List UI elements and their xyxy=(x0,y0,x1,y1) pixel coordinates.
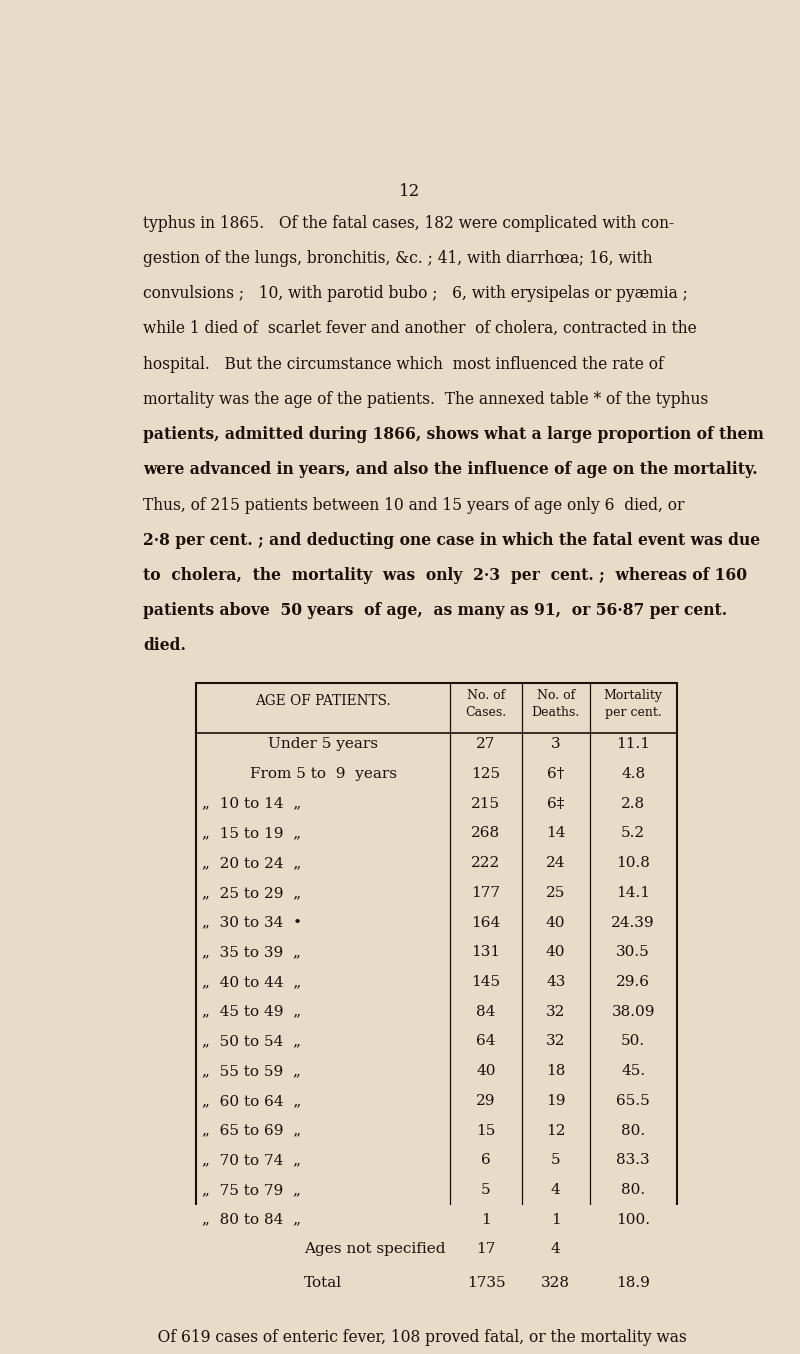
Text: 18: 18 xyxy=(546,1064,566,1078)
Text: 1: 1 xyxy=(481,1213,491,1227)
Text: 125: 125 xyxy=(471,768,501,781)
Text: 328: 328 xyxy=(542,1277,570,1290)
Text: Thus, of 215 patients between 10 and 15 years of age only 6  died, or: Thus, of 215 patients between 10 and 15 … xyxy=(143,497,685,513)
Text: 14.1: 14.1 xyxy=(616,886,650,900)
Text: 2.8: 2.8 xyxy=(621,796,646,811)
Text: „  15 to 19  „: „ 15 to 19 „ xyxy=(202,826,302,841)
Text: 5: 5 xyxy=(551,1154,561,1167)
Text: 15: 15 xyxy=(476,1124,496,1137)
Text: 6: 6 xyxy=(481,1154,491,1167)
Text: „  25 to 29  „: „ 25 to 29 „ xyxy=(202,886,302,900)
Text: 24: 24 xyxy=(546,856,566,871)
Text: 222: 222 xyxy=(471,856,501,871)
Text: 65.5: 65.5 xyxy=(616,1094,650,1108)
Text: to  cholera,  the  mortality  was  only  2·3  per  cent. ;  whereas of 160: to cholera, the mortality was only 2·3 p… xyxy=(143,567,747,584)
Text: „  35 to 39  „: „ 35 to 39 „ xyxy=(202,945,301,960)
Text: „  45 to 49  „: „ 45 to 49 „ xyxy=(202,1005,302,1018)
Text: „  30 to 34  •: „ 30 to 34 • xyxy=(202,915,302,930)
Text: Deaths.: Deaths. xyxy=(531,705,580,719)
Text: 83.3: 83.3 xyxy=(616,1154,650,1167)
Text: 45.: 45. xyxy=(621,1064,646,1078)
Text: 32: 32 xyxy=(546,1005,566,1018)
Text: while 1 died of  scarlet fever and another  of cholera, contracted in the: while 1 died of scarlet fever and anothe… xyxy=(143,321,697,337)
Text: „  75 to 79  „: „ 75 to 79 „ xyxy=(202,1183,301,1197)
Text: 84: 84 xyxy=(476,1005,496,1018)
Text: 6‡: 6‡ xyxy=(547,796,564,811)
Text: No. of: No. of xyxy=(537,689,575,703)
Text: „  65 to 69  „: „ 65 to 69 „ xyxy=(202,1124,302,1137)
Text: 4.8: 4.8 xyxy=(621,768,646,781)
Text: No. of: No. of xyxy=(467,689,505,703)
Text: Cases.: Cases. xyxy=(466,705,506,719)
Bar xyxy=(196,684,677,1305)
Text: 4: 4 xyxy=(551,1243,561,1257)
Text: 24.39: 24.39 xyxy=(611,915,655,930)
Text: mortality was the age of the patients.  The annexed table * of the typhus: mortality was the age of the patients. T… xyxy=(143,391,709,408)
Text: 43: 43 xyxy=(546,975,566,988)
Text: 5: 5 xyxy=(481,1183,490,1197)
Text: „  50 to 54  „: „ 50 to 54 „ xyxy=(202,1034,302,1048)
Text: „  60 to 64  „: „ 60 to 64 „ xyxy=(202,1094,302,1108)
Text: 11.1: 11.1 xyxy=(616,738,650,751)
Text: patients above  50 years  of age,  as many as 91,  or 56·87 per cent.: patients above 50 years of age, as many … xyxy=(143,603,727,619)
Text: typhus in 1865.   Of the fatal cases, 182 were complicated with con-: typhus in 1865. Of the fatal cases, 182 … xyxy=(143,215,674,232)
Text: 131: 131 xyxy=(471,945,501,960)
Text: 1735: 1735 xyxy=(466,1277,506,1290)
Text: 6†: 6† xyxy=(547,768,564,781)
Text: 145: 145 xyxy=(471,975,501,988)
Text: 50.: 50. xyxy=(621,1034,646,1048)
Text: 4: 4 xyxy=(551,1183,561,1197)
Text: 10.8: 10.8 xyxy=(616,856,650,871)
Text: 164: 164 xyxy=(471,915,501,930)
Text: convulsions ;   10, with parotid bubo ;   6, with erysipelas or pyæmia ;: convulsions ; 10, with parotid bubo ; 6,… xyxy=(143,286,688,302)
Text: 268: 268 xyxy=(471,826,501,841)
Text: hospital.   But the circumstance which  most influenced the rate of: hospital. But the circumstance which mos… xyxy=(143,356,664,372)
Text: „  55 to 59  „: „ 55 to 59 „ xyxy=(202,1064,301,1078)
Text: 17: 17 xyxy=(476,1243,496,1257)
Text: Of 619 cases of enteric fever, 108 proved fatal, or the mortality was: Of 619 cases of enteric fever, 108 prove… xyxy=(143,1328,687,1346)
Text: 29.6: 29.6 xyxy=(616,975,650,988)
Text: 12: 12 xyxy=(399,183,421,200)
Text: 19: 19 xyxy=(546,1094,566,1108)
Text: Mortality: Mortality xyxy=(604,689,662,703)
Text: From 5 to  9  years: From 5 to 9 years xyxy=(250,768,397,781)
Text: AGE OF PATIENTS.: AGE OF PATIENTS. xyxy=(255,693,391,708)
Text: 215: 215 xyxy=(471,796,501,811)
Text: 29: 29 xyxy=(476,1094,496,1108)
Text: 32: 32 xyxy=(546,1034,566,1048)
Text: 3: 3 xyxy=(551,738,561,751)
Text: per cent.: per cent. xyxy=(605,705,662,719)
Text: 177: 177 xyxy=(471,886,501,900)
Text: 80.: 80. xyxy=(621,1124,646,1137)
Text: died.: died. xyxy=(143,638,186,654)
Text: 18.9: 18.9 xyxy=(616,1277,650,1290)
Text: 1: 1 xyxy=(551,1213,561,1227)
Text: Under 5 years: Under 5 years xyxy=(268,738,378,751)
Text: „  80 to 84  „: „ 80 to 84 „ xyxy=(202,1213,302,1227)
Text: 100.: 100. xyxy=(616,1213,650,1227)
Text: „  40 to 44  „: „ 40 to 44 „ xyxy=(202,975,302,988)
Text: „  20 to 24  „: „ 20 to 24 „ xyxy=(202,856,302,871)
Text: 40: 40 xyxy=(546,945,566,960)
Text: 64: 64 xyxy=(476,1034,496,1048)
Text: 30.5: 30.5 xyxy=(616,945,650,960)
Text: 25: 25 xyxy=(546,886,566,900)
Text: 27: 27 xyxy=(476,738,496,751)
Text: „  10 to 14  „: „ 10 to 14 „ xyxy=(202,796,302,811)
Text: were advanced in years, and also the influence of age on the mortality.: were advanced in years, and also the inf… xyxy=(143,462,758,478)
Text: „  70 to 74  „: „ 70 to 74 „ xyxy=(202,1154,302,1167)
Text: gestion of the lungs, bronchitis, &c. ; 41, with diarrhœa; 16, with: gestion of the lungs, bronchitis, &c. ; … xyxy=(143,250,653,267)
Text: 40: 40 xyxy=(546,915,566,930)
Text: patients, admitted during 1866, shows what a large proportion of them: patients, admitted during 1866, shows wh… xyxy=(143,427,764,443)
Text: Ages not specified: Ages not specified xyxy=(304,1243,446,1257)
Text: Total: Total xyxy=(304,1277,342,1290)
Text: 14: 14 xyxy=(546,826,566,841)
Text: 12: 12 xyxy=(546,1124,566,1137)
Text: 2·8 per cent. ; and deducting one case in which the fatal event was due: 2·8 per cent. ; and deducting one case i… xyxy=(143,532,761,548)
Text: 38.09: 38.09 xyxy=(611,1005,655,1018)
Text: 80.: 80. xyxy=(621,1183,646,1197)
Text: 5.2: 5.2 xyxy=(621,826,646,841)
Text: 40: 40 xyxy=(476,1064,496,1078)
